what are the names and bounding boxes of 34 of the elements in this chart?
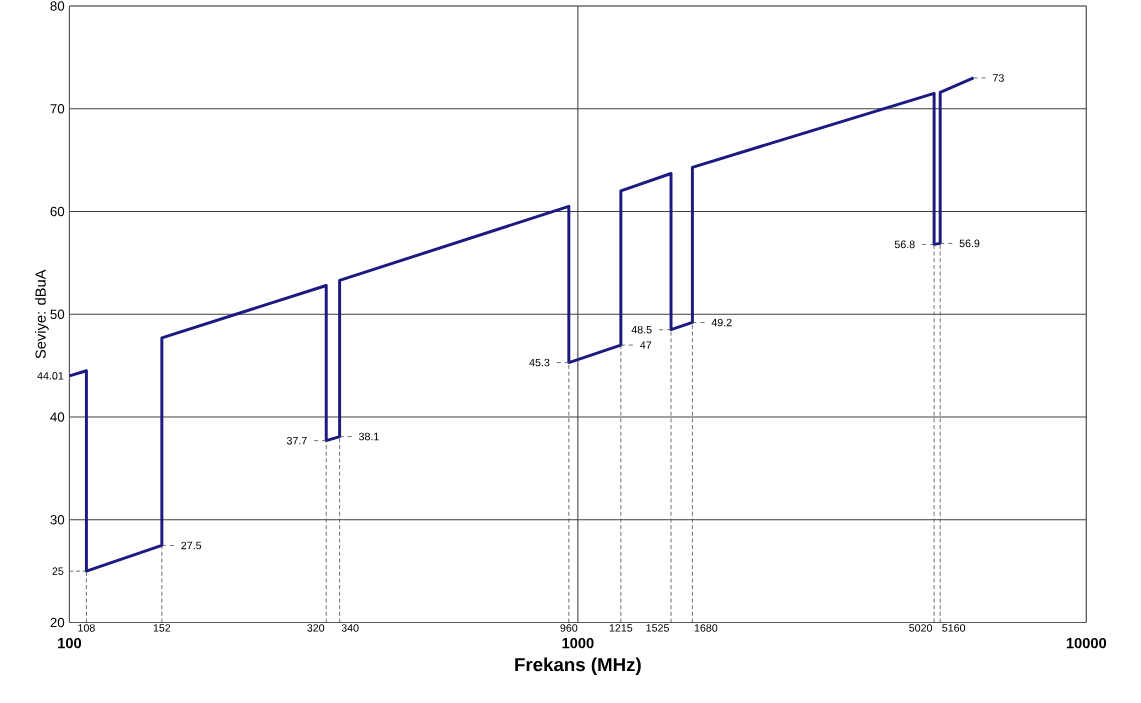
x-tick-label: 10000 [1066, 638, 1107, 649]
annotation: 56.8 [894, 240, 915, 249]
annotation: 44.01 [37, 372, 64, 380]
annotation: 49.2 [711, 318, 732, 327]
ref-line-label: 5020 [909, 624, 933, 632]
ref-line-label: 960 [560, 624, 578, 632]
y-axis-title: Seviye: dBuA [35, 269, 49, 359]
y-tick-label: 50 [50, 309, 65, 320]
y-tick-label: 40 [50, 412, 65, 422]
x-tick-label: 1000 [562, 638, 594, 649]
annotation: 47 [640, 341, 652, 349]
ref-line-label: 1680 [694, 624, 718, 632]
ref-line-label: 1215 [609, 624, 633, 632]
y-tick-label: 60 [50, 206, 65, 217]
y-tick-label: 80 [50, 1, 65, 11]
annotation: 45.3 [529, 358, 550, 367]
x-tick-label: 100 [58, 638, 82, 649]
annotation: 38.1 [358, 432, 379, 441]
y-tick-label: 30 [50, 515, 65, 525]
y-tick-label: 70 [50, 104, 65, 114]
ref-line-label: 152 [153, 624, 171, 632]
annotation: 56.9 [959, 239, 980, 248]
annotation: 48.5 [631, 326, 652, 334]
ref-line-label: 25 [52, 567, 64, 576]
annotation: 37.7 [286, 437, 307, 445]
annotation: 73 [992, 74, 1004, 82]
ref-line-label: 340 [341, 624, 359, 632]
annotation: 27.5 [181, 541, 202, 550]
ref-line-label: 320 [307, 624, 325, 632]
ref-line-label: 5160 [942, 624, 966, 632]
x-axis-title: Frekans (MHz) [515, 657, 641, 676]
y-tick-label: 20 [50, 618, 65, 628]
ref-line-label: 1525 [646, 624, 669, 632]
ref-line-label: 108 [78, 624, 95, 632]
